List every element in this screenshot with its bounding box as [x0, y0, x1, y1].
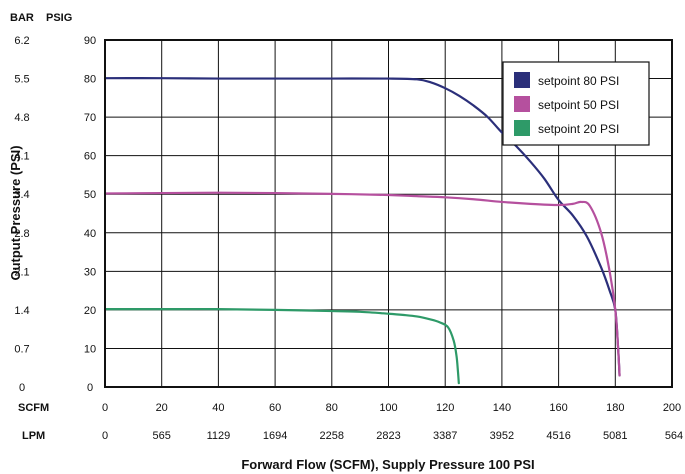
y-tick-label-secondary: 1.4: [14, 305, 29, 317]
y-tick-label-secondary: 4.1: [14, 151, 29, 163]
y-tick-label: 90: [84, 35, 96, 47]
y-tick-label-secondary: 2.1: [14, 266, 29, 278]
y-tick-label-secondary: 4.8: [14, 112, 29, 124]
legend-label: setpoint 20 PSI: [538, 122, 619, 136]
series-line-1: [103, 77, 621, 377]
x-tick-label-secondary: 565: [153, 430, 171, 442]
x-tick-label: 160: [549, 402, 567, 414]
legend-label: setpoint 80 PSI: [538, 74, 619, 88]
y-tick-label-secondary: 2.8: [14, 228, 29, 240]
x-tick-label: 140: [493, 402, 511, 414]
x-unit-secondary: LPM: [22, 430, 45, 442]
series-lines: [103, 77, 621, 385]
y-tick-label-secondary: 5.5: [14, 74, 29, 86]
y-tick-label: 20: [84, 305, 96, 317]
x-tick-label: 120: [436, 402, 454, 414]
y-tick-label-secondary: 0: [19, 382, 25, 394]
x-tick-label-secondary: 5081: [603, 430, 627, 442]
x-unit-primary: SCFM: [18, 402, 49, 414]
x-tick-label-secondary: 564: [665, 430, 683, 442]
legend-swatch: [514, 120, 530, 136]
y-tick-label-secondary: 0.7: [14, 343, 29, 355]
x-tick-label: 180: [606, 402, 624, 414]
x-axis-labels: 0 0 20 565 40 1129 60 1694 80 2258 100 2823 120 3387 1…: [102, 402, 683, 442]
y-tick-label: 60: [84, 151, 96, 163]
x-tick-label-secondary: 2823: [376, 430, 400, 442]
x-tick-label: 0: [102, 402, 108, 414]
y-tick-label: 80: [84, 74, 96, 86]
legend-label: setpoint 50 PSI: [538, 98, 619, 112]
y-tick-label: 0: [87, 382, 93, 394]
y-tick-label: 10: [84, 343, 96, 355]
x-tick-label-secondary: 0: [102, 430, 108, 442]
x-tick-label-secondary: 3387: [433, 430, 457, 442]
x-tick-label: 200: [663, 402, 681, 414]
legend-swatch: [514, 72, 530, 88]
plot-frame: [104, 39, 673, 388]
x-tick-label-secondary: 1129: [207, 430, 231, 442]
series-line-3: [103, 307, 460, 385]
x-tick-label: 100: [379, 402, 397, 414]
y-unit-primary: PSIG: [46, 12, 72, 24]
y-tick-label-secondary: 3.4: [14, 189, 29, 201]
x-tick-label: 80: [326, 402, 338, 414]
y-tick-label: 40: [84, 228, 96, 240]
y-tick-label: 70: [84, 112, 96, 124]
legend: setpoint 80 PSI setpoint 50 PSI setpoint 2…: [502, 61, 650, 146]
x-tick-label-secondary: 3952: [490, 430, 514, 442]
x-tick-label: 60: [269, 402, 281, 414]
x-tick-label: 20: [156, 402, 168, 414]
y-tick-label-secondary: 6.2: [14, 35, 29, 47]
y-unit-secondary: BAR: [10, 12, 34, 24]
x-tick-label-secondary: 4516: [546, 430, 570, 442]
x-tick-label-secondary: 2258: [320, 430, 344, 442]
x-tick-label-secondary: 1694: [263, 430, 287, 442]
x-tick-label: 40: [212, 402, 224, 414]
legend-swatch: [514, 96, 530, 112]
y-tick-label: 50: [84, 189, 96, 201]
x-axis-title: Forward Flow (SCFM), Supply Pressure 100…: [241, 457, 534, 472]
y-axis-title: Output Pressure (PSI): [8, 145, 23, 280]
y-axis-labels: 0 0 10 0.7 20 1.4 30 2.1 40 2.8 50 3.4 60 4.1 70 4.8 80 5…: [14, 35, 96, 394]
y-tick-label: 30: [84, 266, 96, 278]
series-line-2: [103, 191, 621, 377]
